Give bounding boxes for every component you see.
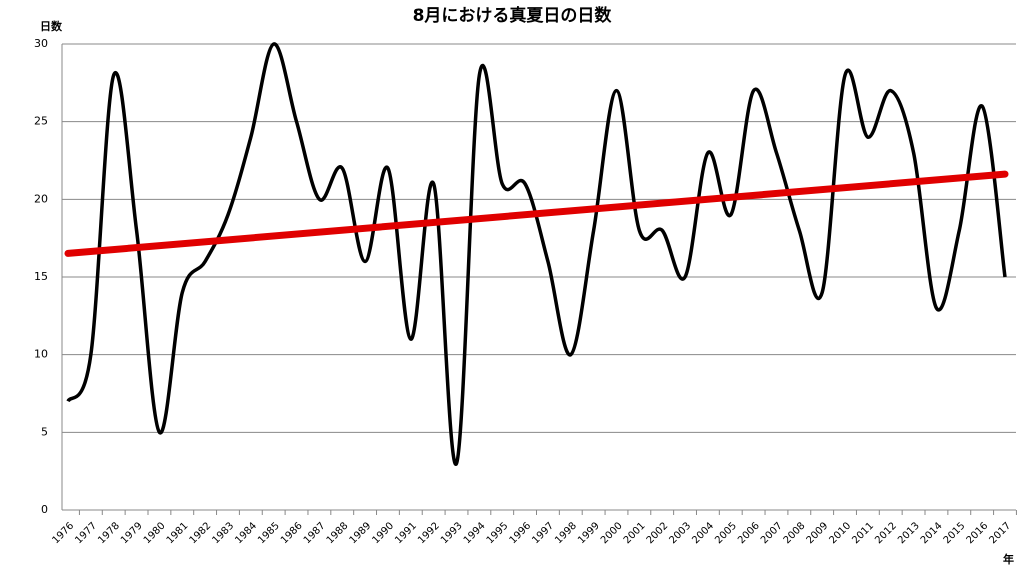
x-tick-label: 1976 [50,520,76,546]
x-tick-label: 1992 [416,520,442,546]
x-tick-label: 1985 [256,520,282,546]
trend-line [64,170,1009,257]
x-tick-label: 1996 [508,520,534,546]
y-tick-label: 30 [34,37,48,50]
x-tick-label: 2016 [965,520,991,546]
x-tick-label: 2000 [599,520,625,546]
y-tick-label: 25 [34,115,48,128]
x-tick-label: 1994 [462,520,488,546]
x-tick-label: 2010 [827,520,853,546]
x-tick-label: 2014 [919,520,945,546]
x-axis-label: 年 [1003,552,1014,566]
x-tick-label: 2012 [873,520,899,546]
x-tick-label: 1980 [142,520,168,546]
y-axis-label: 日数 [40,19,63,33]
x-tick-label: 2005 [713,520,739,546]
x-tick-label: 1989 [348,520,374,546]
x-tick-label: 1999 [576,520,602,546]
x-tick-label: 2017 [987,520,1013,546]
x-tick-label: 1995 [485,520,511,546]
x-tick-label: 2002 [645,520,671,546]
x-tick-label: 1986 [279,520,305,546]
chart-title: 8月における真夏日の日数 [413,5,613,26]
y-tick-label: 0 [41,503,48,516]
x-tick-label: 2011 [850,520,876,546]
x-tick-label: 2008 [782,520,808,546]
x-tick-label: 1988 [325,520,351,546]
y-tick-label: 15 [34,270,48,283]
x-tick-label: 1987 [302,520,328,546]
y-tick-label: 5 [41,425,48,438]
x-tick-label: 2004 [690,520,716,546]
x-tick-label: 2015 [942,520,968,546]
x-tick-label: 1977 [73,520,99,546]
x-tick-label: 1984 [233,520,259,546]
x-tick-label: 2013 [896,520,922,546]
x-tick-label: 1983 [210,520,236,546]
x-tick-label: 1998 [553,520,579,546]
x-tick-label: 2009 [805,520,831,546]
x-tick-label: 1997 [530,520,556,546]
x-tick-label: 2006 [736,520,762,546]
x-tick-label: 1990 [370,520,396,546]
x-tick-label: 1982 [188,520,214,546]
data-line [66,42,1007,466]
x-tick-label: 1979 [119,520,145,546]
y-tick-label: 20 [34,192,48,205]
x-tick-label: 1993 [439,520,465,546]
x-tick-label: 1981 [165,520,191,546]
y-tick-label: 10 [34,348,48,361]
x-tick-label: 1978 [96,520,122,546]
x-tick-label: 2001 [622,520,648,546]
x-tick-label: 2003 [668,520,694,546]
x-tick-label: 1991 [393,520,419,546]
x-tick-label: 2007 [759,520,785,546]
